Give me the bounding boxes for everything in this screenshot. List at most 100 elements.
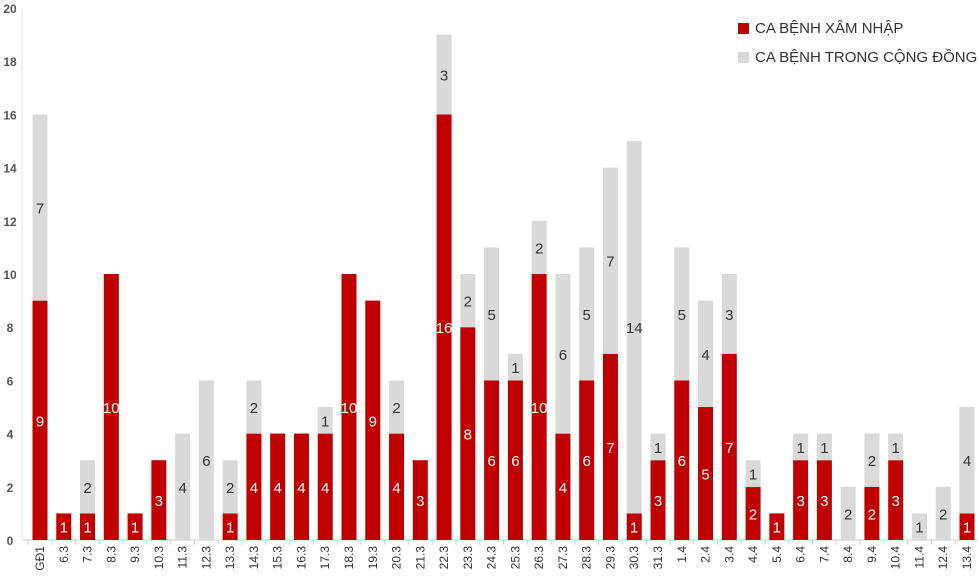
bar-imported (531, 274, 547, 540)
data-label-imported: 2 (868, 506, 876, 523)
bar-imported (270, 433, 286, 540)
y-tick-label: 8 (7, 321, 14, 335)
data-label-imported: 3 (155, 493, 163, 510)
y-tick-label: 6 (7, 374, 14, 388)
bar-imported (769, 513, 785, 540)
y-tick-label: 0 (7, 534, 14, 548)
bar-community (246, 380, 262, 434)
data-label-community: 5 (487, 307, 495, 324)
x-tick-label: 8.4 (841, 546, 855, 563)
data-label-community: 1 (749, 467, 757, 484)
bar-community (935, 486, 951, 540)
x-tick-label: 7.4 (817, 546, 831, 563)
bar-imported (698, 407, 714, 540)
bar-community (959, 407, 975, 514)
data-label-imported: 7 (725, 440, 733, 457)
data-label-imported: 10 (103, 400, 120, 417)
bar-imported (721, 353, 737, 540)
data-label-community: 4 (701, 347, 709, 364)
bar-community (745, 460, 761, 487)
data-label-community: 1 (820, 440, 828, 457)
data-label-community: 1 (796, 440, 804, 457)
data-label-imported: 9 (369, 413, 377, 430)
data-label-imported: 4 (274, 480, 282, 497)
y-tick-label: 16 (3, 108, 17, 122)
data-label-community: 14 (626, 320, 643, 337)
bar-community (650, 433, 666, 461)
x-tick-label: GĐ1 (33, 546, 47, 571)
bar-community (222, 460, 238, 514)
legend-label-community: CA BỆNH TRONG CỘNG ĐỒNG (755, 49, 978, 66)
x-tick-label: 21.3 (413, 546, 427, 570)
bar-community (460, 274, 476, 328)
bar-imported (127, 513, 143, 540)
bar-imported (341, 274, 357, 540)
data-label-imported: 10 (531, 400, 548, 417)
bar-community (888, 433, 904, 461)
x-tick-label: 3.4 (722, 546, 736, 563)
bar-imported (793, 460, 809, 540)
bar-imported (32, 300, 48, 540)
bar-community (198, 380, 214, 540)
x-tick-label: 10.4 (889, 546, 903, 570)
data-label-imported: 3 (820, 493, 828, 510)
x-tick-label: 23.3 (461, 546, 475, 570)
bar-community (531, 220, 547, 274)
y-tick-label: 20 (3, 2, 17, 16)
data-label-community: 2 (464, 294, 472, 311)
bar-community (317, 407, 333, 434)
bar-community (507, 353, 523, 381)
data-label-community: 3 (725, 307, 733, 324)
data-label-community: 2 (226, 480, 234, 497)
x-tick-label: 7.3 (81, 546, 95, 563)
bar-community (721, 274, 737, 354)
bar-imported (103, 274, 119, 540)
x-tick-label: 31.3 (651, 546, 665, 570)
bar-imported (460, 327, 476, 540)
legend-item-community: CA BỆNH TRONG CỘNG ĐỒNG (738, 43, 977, 72)
legend-swatch-imported (738, 23, 749, 34)
data-label-community: 2 (939, 506, 947, 523)
x-tick-label: 30.3 (627, 546, 641, 570)
x-tick-label: 24.3 (485, 546, 499, 570)
x-tick-label: 4.4 (746, 546, 760, 563)
x-tick-label: 15.3 (271, 546, 285, 570)
bar-community (436, 34, 452, 115)
data-label-community: 1 (892, 440, 900, 457)
bar-community (555, 274, 571, 434)
data-label-imported: 3 (892, 493, 900, 510)
data-label-community: 1 (915, 520, 923, 537)
bar-imported (959, 513, 975, 540)
data-label-imported: 1 (83, 520, 91, 537)
data-label-imported: 3 (654, 493, 662, 510)
data-label-imported: 6 (678, 453, 686, 470)
x-tick-label: 22.3 (437, 546, 451, 570)
bar-imported (864, 486, 880, 540)
data-label-imported: 4 (559, 480, 567, 497)
data-label-imported: 2 (749, 506, 757, 523)
bar-imported (222, 513, 238, 540)
x-tick-label: 13.3 (223, 546, 237, 570)
x-tick-label: 18.3 (342, 546, 356, 570)
data-label-imported: 1 (226, 520, 234, 537)
bar-community (626, 141, 642, 514)
data-label-community: 2 (535, 240, 543, 257)
x-tick-label: 25.3 (508, 546, 522, 570)
bar-imported (436, 114, 452, 541)
bar-imported (602, 353, 618, 540)
x-tick-label: 14.3 (247, 546, 261, 570)
data-label-community: 2 (844, 506, 852, 523)
data-label-community: 4 (963, 453, 971, 470)
data-label-community: 7 (606, 254, 614, 271)
y-tick-label: 12 (3, 215, 17, 229)
data-label-imported: 1 (630, 520, 638, 537)
x-tick-label: 2.4 (699, 546, 713, 563)
bar-community (911, 513, 927, 540)
data-label-community: 5 (678, 307, 686, 324)
x-tick-label: 27.3 (556, 546, 570, 570)
data-label-imported: 4 (250, 480, 258, 497)
data-label-imported: 5 (701, 467, 709, 484)
data-label-imported: 1 (773, 520, 781, 537)
x-tick-label: 9.4 (865, 546, 879, 563)
bar-imported (151, 460, 167, 540)
